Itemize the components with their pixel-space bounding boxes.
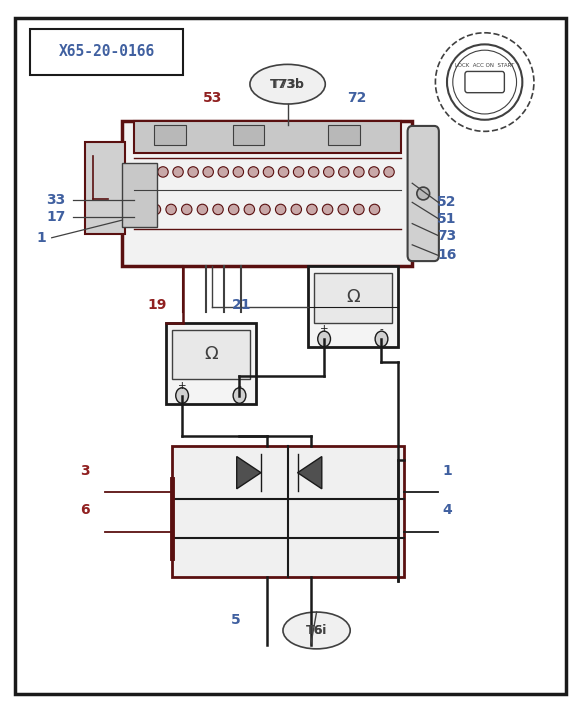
Ellipse shape [275,204,286,215]
Ellipse shape [338,204,349,215]
Circle shape [318,331,331,347]
Ellipse shape [307,204,317,215]
FancyBboxPatch shape [314,273,392,323]
FancyBboxPatch shape [171,447,404,577]
Text: -: - [238,381,241,391]
FancyBboxPatch shape [232,125,264,145]
Ellipse shape [324,167,334,177]
Ellipse shape [370,204,380,215]
Text: 51: 51 [437,212,457,225]
Ellipse shape [244,204,254,215]
FancyBboxPatch shape [328,125,360,145]
Text: 19: 19 [148,298,167,312]
Text: 3: 3 [80,464,89,479]
Ellipse shape [233,167,243,177]
Text: Ω: Ω [204,345,218,363]
Text: 4: 4 [442,503,452,517]
FancyBboxPatch shape [123,164,157,227]
Ellipse shape [283,612,350,649]
Ellipse shape [143,167,153,177]
Text: 53: 53 [203,91,222,106]
Circle shape [175,388,188,403]
Text: 17: 17 [46,210,66,223]
Ellipse shape [188,167,198,177]
Ellipse shape [260,204,270,215]
Text: T6i: T6i [306,624,327,637]
Text: +: + [178,381,187,391]
Text: 1: 1 [37,230,46,245]
Ellipse shape [181,204,192,215]
Ellipse shape [354,204,364,215]
Text: LOCK  ACC ON  START: LOCK ACC ON START [455,62,514,67]
FancyBboxPatch shape [85,143,125,234]
Text: 5: 5 [231,613,241,627]
Text: 33: 33 [46,194,66,207]
Ellipse shape [369,167,379,177]
Ellipse shape [173,167,183,177]
Text: 6: 6 [80,503,89,517]
Text: T73b: T73b [270,78,305,91]
Ellipse shape [293,167,304,177]
Ellipse shape [417,187,429,200]
FancyBboxPatch shape [408,126,439,261]
Text: 1: 1 [442,464,452,479]
Text: 16: 16 [437,248,457,262]
Ellipse shape [135,204,145,215]
Ellipse shape [291,204,302,215]
Text: Ω: Ω [346,288,360,306]
Ellipse shape [278,167,289,177]
Ellipse shape [250,65,325,104]
Ellipse shape [213,204,223,215]
Ellipse shape [228,204,239,215]
Ellipse shape [203,167,213,177]
Text: 73: 73 [437,228,457,242]
Text: 72: 72 [347,91,367,106]
Polygon shape [297,457,322,489]
Polygon shape [236,457,261,489]
FancyBboxPatch shape [123,121,412,266]
Ellipse shape [263,167,274,177]
FancyBboxPatch shape [308,266,398,347]
Ellipse shape [248,167,259,177]
Ellipse shape [158,167,168,177]
Ellipse shape [354,167,364,177]
Text: X65-20-0166: X65-20-0166 [59,44,155,59]
FancyBboxPatch shape [134,121,401,153]
Ellipse shape [197,204,207,215]
Ellipse shape [384,167,394,177]
Ellipse shape [322,204,333,215]
Text: T6i: T6i [307,624,326,637]
Text: 52: 52 [437,196,457,209]
Circle shape [233,388,246,403]
FancyBboxPatch shape [155,125,186,145]
Ellipse shape [150,204,161,215]
Text: -: - [379,324,383,334]
Text: 21: 21 [231,298,251,312]
Circle shape [375,331,388,347]
Ellipse shape [218,167,228,177]
Ellipse shape [128,167,138,177]
Ellipse shape [309,167,319,177]
Ellipse shape [166,204,176,215]
Ellipse shape [339,167,349,177]
FancyBboxPatch shape [166,323,256,404]
FancyBboxPatch shape [171,330,250,379]
Text: +: + [320,324,328,334]
Text: T73b: T73b [272,78,303,91]
